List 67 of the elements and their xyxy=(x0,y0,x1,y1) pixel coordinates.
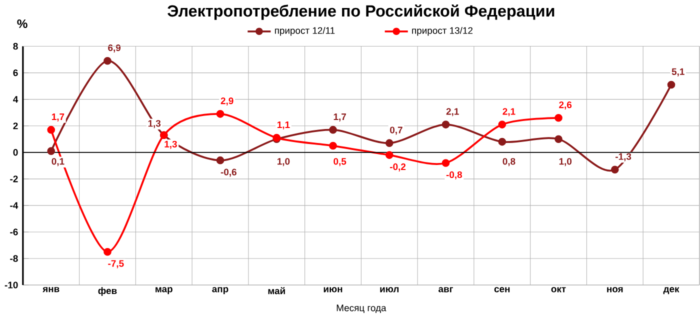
data-label: 1,7 xyxy=(52,114,64,122)
y-tick-label: -4 xyxy=(10,202,18,209)
point xyxy=(554,135,562,144)
point xyxy=(442,120,450,129)
data-label: 2,1 xyxy=(446,108,459,116)
data-label: 1,7 xyxy=(334,114,346,122)
x-axis-title: Месяц года xyxy=(336,304,386,314)
data-label: 1,1 xyxy=(277,122,290,130)
x-tick-label: апр xyxy=(212,287,228,294)
point xyxy=(385,139,394,148)
x-tick-label: мар xyxy=(156,287,172,294)
y-tick-label: 8 xyxy=(13,43,18,50)
point xyxy=(104,248,112,256)
data-label: -1,3 xyxy=(616,153,632,162)
y-tick-label: -2 xyxy=(10,176,18,182)
data-label: 6,9 xyxy=(108,44,121,53)
x-tick-label: ноя xyxy=(607,287,623,293)
y-tick-label: 6 xyxy=(13,70,18,76)
data-label: 1,0 xyxy=(277,158,290,166)
point xyxy=(498,120,506,129)
data-label: 0,7 xyxy=(390,126,402,135)
point xyxy=(667,81,676,89)
data-label: -0,8 xyxy=(446,172,462,180)
y-tick-label: 4 xyxy=(13,96,18,103)
point xyxy=(104,57,112,66)
legend-label: прирост 13/12 xyxy=(412,27,472,36)
point xyxy=(329,142,337,150)
data-label: -0,6 xyxy=(220,168,236,178)
point xyxy=(216,156,224,164)
point xyxy=(610,166,619,174)
data-label: 2,9 xyxy=(220,98,234,106)
point xyxy=(47,126,56,134)
y-tick-label: 0 xyxy=(13,149,18,156)
x-tick-label: июл xyxy=(380,287,399,293)
data-label: 0,5 xyxy=(334,158,346,166)
x-tick-label: май xyxy=(268,287,285,294)
y-tick-label: -6 xyxy=(10,228,18,236)
data-label: 0,1 xyxy=(52,158,64,166)
x-tick-label: сен xyxy=(494,287,510,293)
point xyxy=(329,126,337,134)
point xyxy=(385,151,394,160)
point xyxy=(442,159,450,168)
y-tick-label: -8 xyxy=(10,255,18,262)
y-tick-label: 2 xyxy=(13,122,18,130)
data-label: 2,1 xyxy=(502,108,516,116)
x-tick-label: окт xyxy=(551,287,566,293)
x-tick-label: янв xyxy=(42,287,60,292)
data-label: -0,2 xyxy=(390,164,406,172)
x-tick-label: дек xyxy=(663,287,680,294)
point xyxy=(216,110,224,118)
y-axis-title: % xyxy=(17,20,28,28)
data-label: 0,8 xyxy=(502,158,516,166)
chart-title: Электропотребление по Российской Федерации xyxy=(168,4,554,20)
point xyxy=(498,138,506,146)
point xyxy=(47,147,56,156)
data-label: -7,5 xyxy=(108,260,124,268)
x-tick-label: июн xyxy=(324,287,342,293)
point xyxy=(554,114,562,122)
x-tick-label: фев xyxy=(98,287,117,296)
data-label: 1,3 xyxy=(148,120,161,128)
data-label: 1,0 xyxy=(559,158,572,166)
data-label: 1,3 xyxy=(164,141,177,150)
x-tick-label: авг xyxy=(438,287,453,293)
data-label: 2,6 xyxy=(559,102,572,110)
data-label: 5,1 xyxy=(672,68,684,77)
legend-label: прирост 12/11 xyxy=(274,27,335,36)
y-tick-label: -10 xyxy=(4,282,18,289)
